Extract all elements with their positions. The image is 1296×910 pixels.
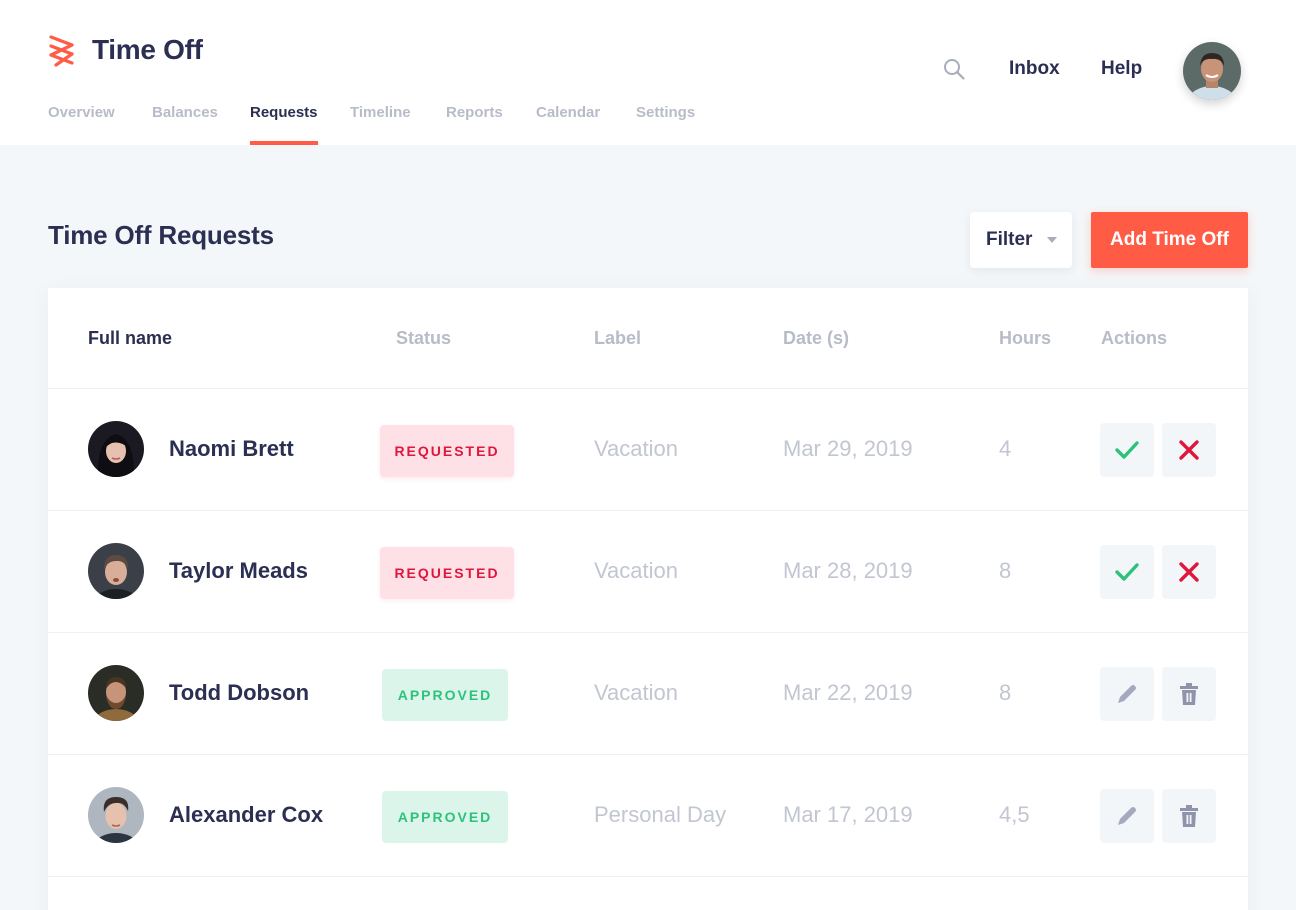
edit-button[interactable]	[1100, 667, 1154, 721]
tab-settings[interactable]: Settings	[636, 104, 696, 121]
inbox-link[interactable]: Inbox	[1009, 58, 1060, 79]
reject-icon	[1179, 562, 1199, 582]
status-badge: REQUESTED	[380, 425, 514, 477]
table-row[interactable]: Todd Dobson APPROVED Vacation Mar 22, 20…	[48, 632, 1248, 754]
column-header-label[interactable]: Label	[594, 328, 642, 348]
edit-icon	[1118, 807, 1136, 825]
column-header-hours[interactable]: Hours	[999, 328, 1052, 348]
label-cell: Vacation	[594, 680, 678, 705]
help-link[interactable]: Help	[1101, 58, 1143, 79]
avatar	[88, 787, 144, 843]
tab-timeline[interactable]: Timeline	[350, 104, 411, 121]
tab-calendar[interactable]: Calendar	[536, 104, 601, 121]
table-row[interactable]: Taylor Meads REQUESTED Vacation Mar 28, …	[48, 510, 1248, 632]
date-cell: Mar 29, 2019	[783, 436, 913, 461]
approve-icon	[1115, 441, 1139, 459]
avatar	[88, 543, 144, 599]
status-badge: APPROVED	[382, 791, 508, 843]
requests-table: Full name Status Label Date (s) Hours Ac…	[48, 288, 1248, 910]
column-header-full-name[interactable]: Full name	[88, 328, 173, 348]
hours-cell: 4,5	[999, 802, 1030, 827]
table-row[interactable]	[48, 876, 1248, 910]
column-header-dates[interactable]: Date (s)	[783, 328, 850, 348]
logo-icon	[49, 35, 74, 67]
tab-reports[interactable]: Reports	[446, 104, 503, 121]
label-cell: Vacation	[594, 436, 678, 461]
label-cell: Vacation	[594, 558, 678, 583]
tab-balances[interactable]: Balances	[152, 104, 218, 121]
column-header-status[interactable]: Status	[396, 328, 452, 348]
date-cell: Mar 28, 2019	[783, 558, 913, 583]
label-cell: Personal Day	[594, 802, 727, 827]
delete-button[interactable]	[1162, 667, 1216, 721]
approve-button[interactable]	[1100, 545, 1154, 599]
approve-icon	[1115, 563, 1139, 581]
employee-name[interactable]: Taylor Meads	[169, 558, 308, 583]
chevron-down-icon	[1047, 237, 1057, 243]
approve-button[interactable]	[1100, 423, 1154, 477]
reject-button[interactable]	[1162, 423, 1216, 477]
tab-requests[interactable]: Requests	[250, 104, 318, 145]
reject-icon	[1179, 440, 1199, 460]
hours-cell: 8	[999, 558, 1012, 583]
date-cell: Mar 22, 2019	[783, 680, 913, 705]
active-tab-indicator	[250, 141, 318, 145]
table-row[interactable]: Alexander Cox APPROVED Personal Day Mar …	[48, 754, 1248, 876]
page-title: Time Off Requests	[48, 220, 274, 250]
user-avatar[interactable]	[1183, 42, 1241, 100]
status-badge: REQUESTED	[380, 547, 514, 599]
add-time-off-button[interactable]: Add Time Off	[1091, 212, 1248, 268]
tab-requests-label: Requests	[250, 104, 318, 121]
column-header-actions: Actions	[1101, 328, 1168, 348]
hours-cell: 8	[999, 680, 1012, 705]
status-badge: APPROVED	[382, 669, 508, 721]
delete-button[interactable]	[1162, 789, 1216, 843]
avatar	[88, 421, 144, 477]
tab-overview[interactable]: Overview	[48, 104, 115, 121]
trash-icon	[1180, 683, 1198, 705]
search-icon[interactable]	[942, 57, 966, 81]
date-cell: Mar 17, 2019	[783, 802, 913, 827]
hours-cell: 4	[999, 436, 1012, 461]
employee-name[interactable]: Todd Dobson	[169, 680, 310, 705]
filter-label: Filter	[986, 229, 1033, 250]
filter-button[interactable]: Filter	[970, 212, 1072, 268]
employee-name[interactable]: Alexander Cox	[169, 802, 324, 827]
table-row[interactable]: Naomi Brett REQUESTED Vacation Mar 29, 2…	[48, 388, 1248, 510]
employee-name[interactable]: Naomi Brett	[169, 436, 294, 461]
edit-icon	[1118, 685, 1136, 703]
trash-icon	[1180, 805, 1198, 827]
avatar	[88, 665, 144, 721]
app-title: Time Off	[92, 34, 203, 65]
edit-button[interactable]	[1100, 789, 1154, 843]
app-header: Time Off Inbox Help Overview Balances Re…	[0, 0, 1296, 145]
reject-button[interactable]	[1162, 545, 1216, 599]
